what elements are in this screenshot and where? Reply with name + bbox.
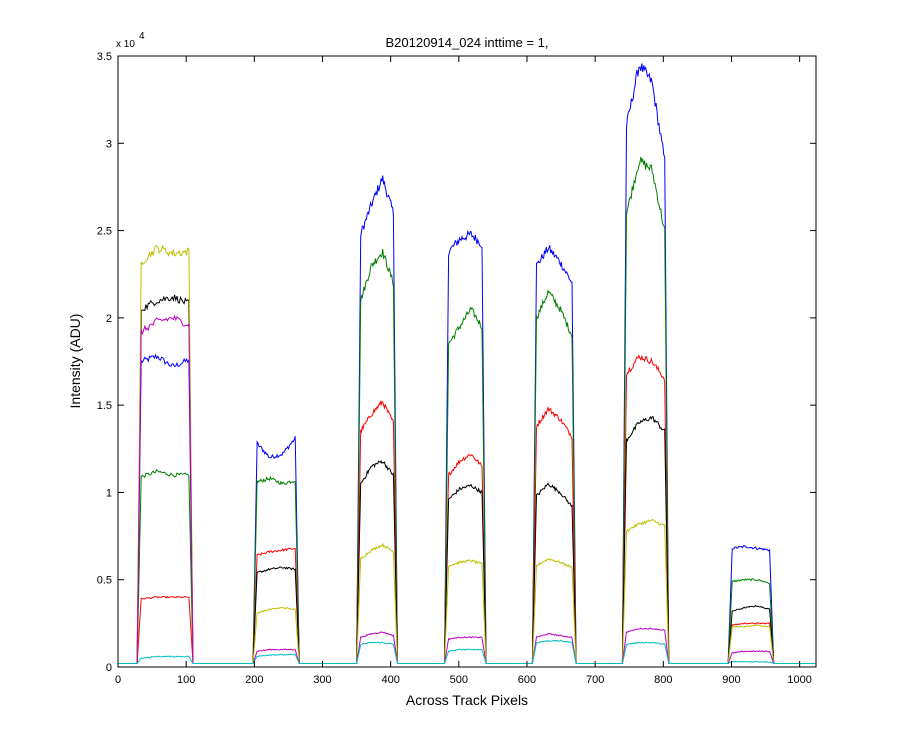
x-tick-label: 600 — [518, 674, 536, 686]
x-tick-label: 700 — [586, 674, 604, 686]
y-multiplier-base: x 10 — [116, 39, 135, 50]
x-tick-label: 200 — [245, 674, 263, 686]
series-line-7 — [118, 639, 816, 664]
series-layer — [118, 63, 816, 664]
series-line-3 — [118, 354, 816, 664]
x-axis-label: Across Track Pixels — [406, 692, 528, 708]
y-multiplier-exponent: 4 — [139, 31, 145, 42]
y-axis: 0 0.5 1 1.5 2 2.5 3 3.5 — [97, 51, 816, 674]
series-line-2 — [118, 156, 816, 664]
series-line-5 — [118, 244, 816, 664]
series-line-6 — [118, 314, 816, 664]
y-tick-label: 3 — [106, 138, 112, 150]
plot-area — [118, 56, 816, 667]
y-tick-label: 1 — [106, 487, 112, 499]
series-line-4 — [118, 294, 816, 664]
x-tick-label: 1000 — [787, 674, 811, 686]
x-tick-label: 400 — [381, 674, 399, 686]
chart-title: B20120914_024 inttime = 1, — [386, 35, 549, 50]
x-tick-label: 500 — [450, 674, 468, 686]
y-tick-label: 0.5 — [97, 575, 112, 587]
x-tick-label: 0 — [115, 674, 121, 686]
x-tick-label: 100 — [177, 674, 195, 686]
x-tick-label: 900 — [722, 674, 740, 686]
plot-frame — [117, 55, 817, 668]
x-tick-label: 800 — [654, 674, 672, 686]
y-tick-label: 1.5 — [97, 400, 112, 412]
y-tick-label: 0 — [106, 662, 112, 674]
x-axis: 0 100 200 300 400 500 600 700 800 900 1000 — [115, 56, 812, 686]
x-tick-label: 300 — [313, 674, 331, 686]
y-tick-label: 3.5 — [97, 51, 112, 63]
y-axis-label: Intensity (ADU) — [67, 314, 83, 409]
y-tick-label: 2.5 — [97, 226, 112, 238]
y-tick-label: 2 — [106, 313, 112, 325]
series-line-1 — [118, 63, 816, 664]
